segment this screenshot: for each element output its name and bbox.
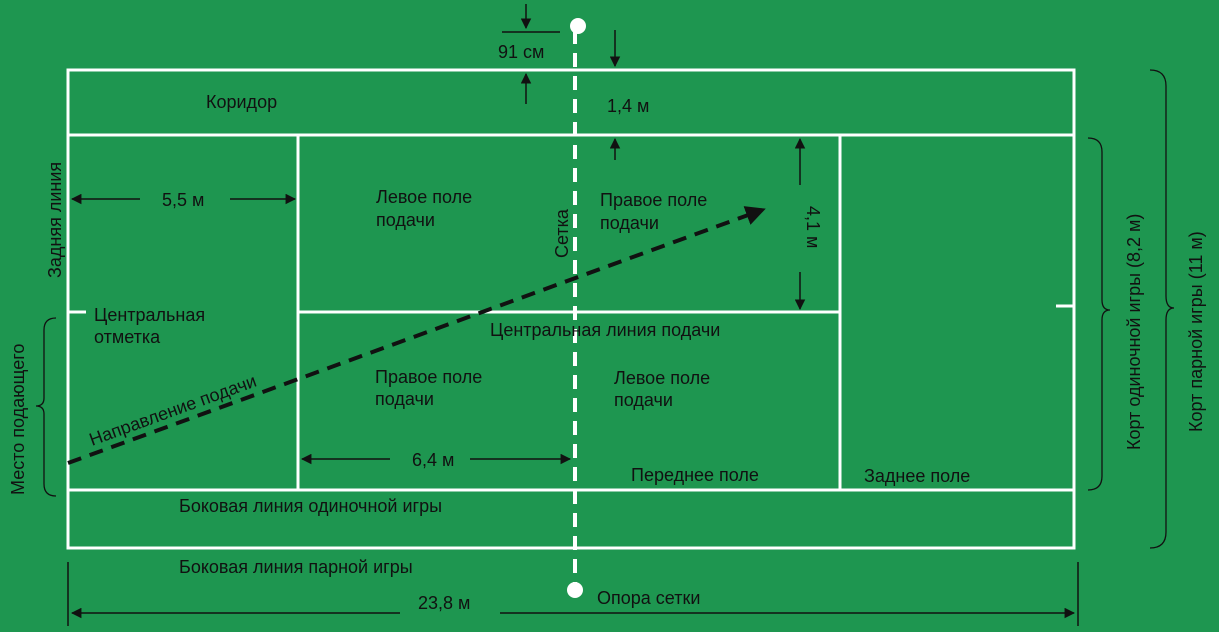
serve-direction-arrow bbox=[67, 206, 766, 465]
net-post-top bbox=[570, 18, 586, 34]
right-service-box-top-label-line2: подачи bbox=[600, 213, 659, 233]
server-position-brace bbox=[35, 317, 57, 497]
baseline-label: Задняя линия bbox=[45, 162, 65, 278]
singles-court-brace bbox=[1087, 137, 1111, 491]
doubles-court-brace bbox=[1149, 69, 1175, 549]
center-mark-label-line1: Центральная bbox=[94, 305, 205, 325]
front-court-label: Переднее поле bbox=[631, 465, 759, 485]
net-height-label: 91 см bbox=[498, 42, 544, 62]
service-box-width-label: 4,1 м bbox=[803, 206, 823, 248]
center-service-line-label: Центральная линия подачи bbox=[490, 320, 720, 340]
net-label: Сетка bbox=[552, 208, 572, 258]
corridor-label: Коридор bbox=[206, 92, 277, 112]
left-service-box-top-label-line1: Левое поле bbox=[376, 187, 472, 207]
right-service-box-bottom-label-line2: подачи bbox=[375, 389, 434, 409]
left-service-box-top-label-line2: подачи bbox=[376, 210, 435, 230]
server-position-label: Место подающего bbox=[8, 344, 28, 495]
court-length-label: 23,8 м bbox=[418, 593, 470, 613]
center-mark-label-line2: отметка bbox=[94, 327, 161, 347]
singles-sideline-label: Боковая линия одиночной игры bbox=[179, 496, 442, 516]
back-court-label: Заднее поле bbox=[864, 466, 970, 486]
left-service-box-bottom-label-line2: подачи bbox=[614, 390, 673, 410]
corridor-width-label: 1,4 м bbox=[607, 96, 649, 116]
right-service-box-bottom-label-line1: Правое поле bbox=[375, 367, 482, 387]
service-line-to-net-label: 6,4 м bbox=[412, 450, 454, 470]
net-post-bottom bbox=[567, 582, 583, 598]
net-post-label: Опора сетки bbox=[597, 588, 700, 608]
right-service-box-top-label-line1: Правое поле bbox=[600, 190, 707, 210]
baseline-to-service-label: 5,5 м bbox=[162, 190, 204, 210]
doubles-sideline-label: Боковая линия парной игры bbox=[179, 557, 413, 577]
court-lines bbox=[66, 30, 1076, 586]
left-service-box-bottom-label-line1: Левое поле bbox=[614, 368, 710, 388]
doubles-court-outline bbox=[66, 68, 1076, 550]
doubles-court-width-label: Корт парной игры (11 м) bbox=[1186, 231, 1206, 432]
singles-court-width-label: Корт одиночной игры (8,2 м) bbox=[1124, 214, 1144, 450]
dimension-markers bbox=[35, 4, 1175, 626]
